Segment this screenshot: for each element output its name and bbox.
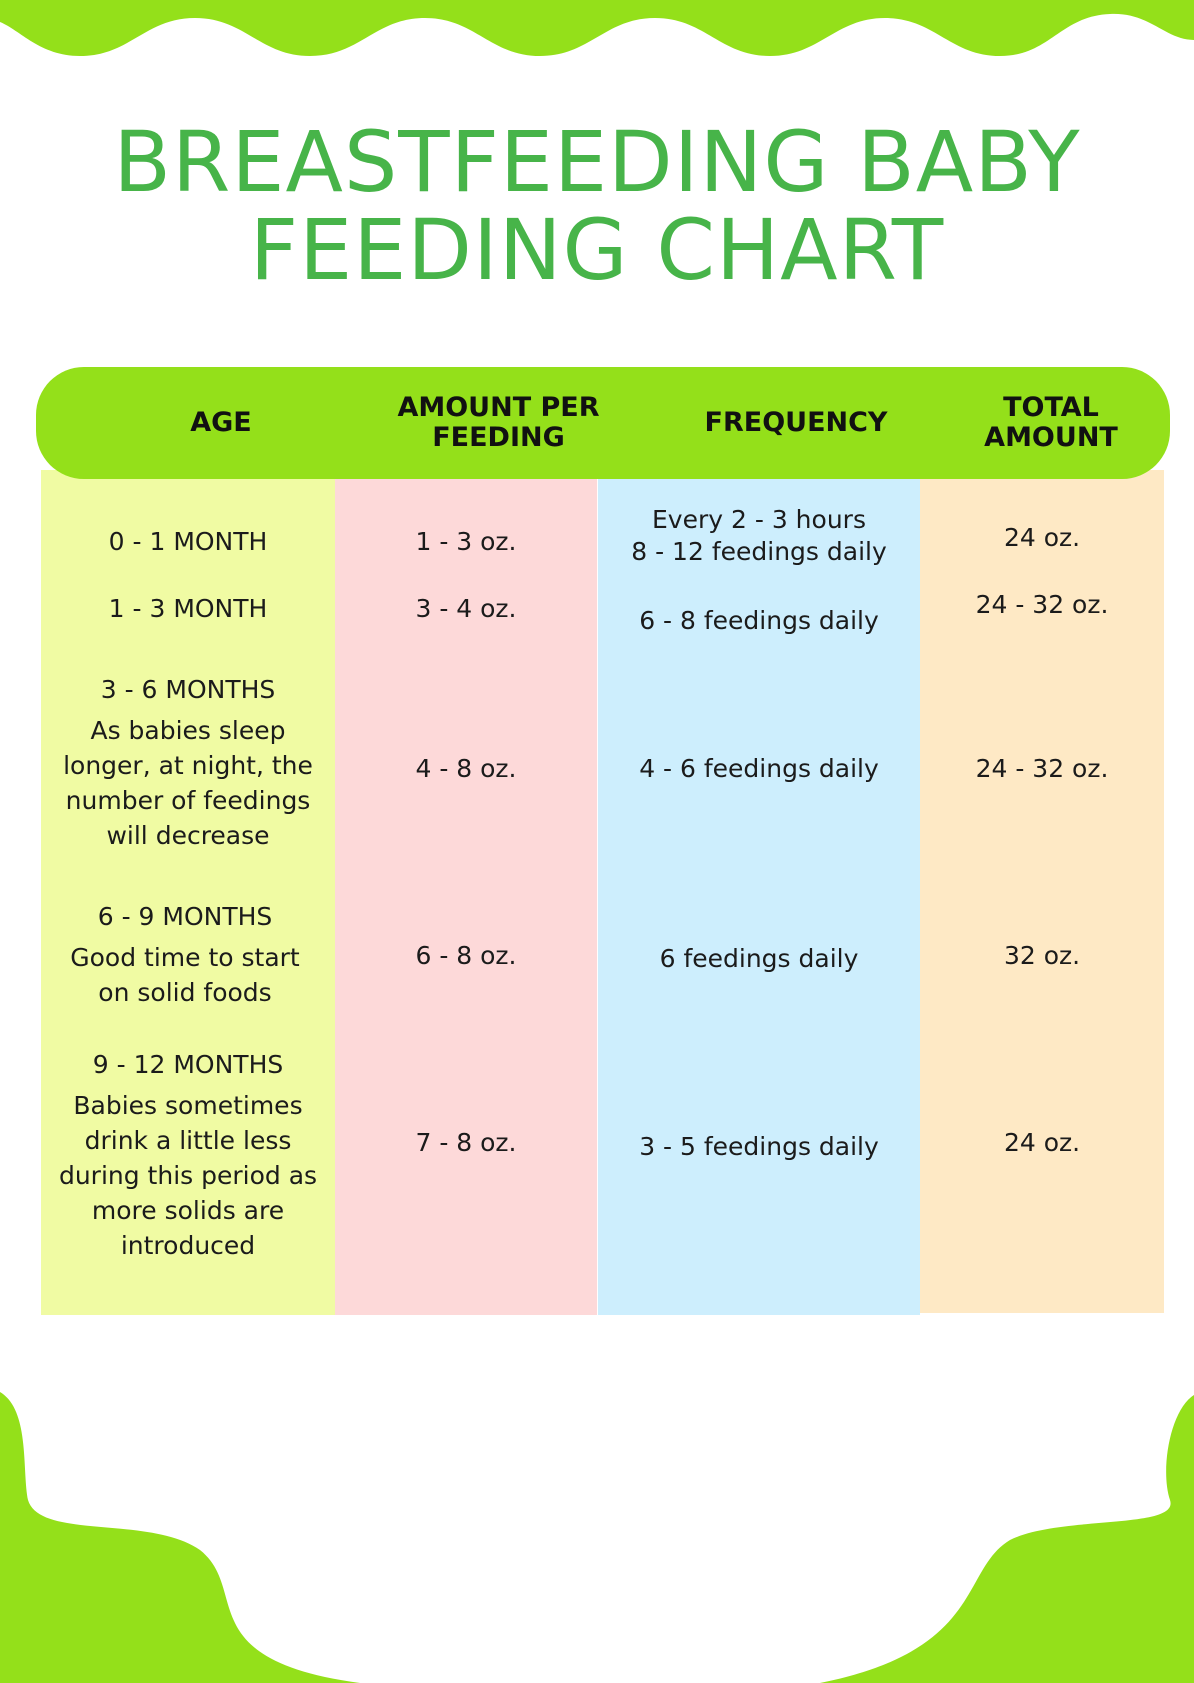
row-4-age: 6 - 9 MONTHS Good time to start on solid… [55,899,315,1010]
row-5-note: Babies sometimes drink a little less dur… [58,1091,318,1260]
row-1-amount: 1 - 3 oz. [415,527,517,556]
row-1-total: 24 oz. [1003,523,1081,552]
row-5-total: 24 oz. [1003,1128,1081,1157]
header-total: TOTAL AMOUNT [931,367,1171,479]
row-3-amount: 4 - 8 oz. [415,754,517,783]
row-1-age: 0 - 1 MONTH [108,527,268,556]
row-3-total: 24 - 32 oz. [975,754,1109,783]
header-amount: AMOUNT PER FEEDING [336,367,661,479]
row-3-frequency: 4 - 6 feedings daily [639,754,879,783]
row-2-frequency: 6 - 8 feedings daily [639,606,879,635]
page-title: BREASTFEEDING BABY FEEDING CHART [0,118,1194,294]
row-4-total: 32 oz. [1003,941,1081,970]
row-4-amount: 6 - 8 oz. [415,941,517,970]
row-4-frequency: 6 feedings daily [659,944,859,973]
page-title-line-2: FEEDING CHART [249,201,945,299]
header-total-label: TOTAL AMOUNT [984,392,1118,453]
amount-column-background [335,470,597,1315]
frequency-column-background [598,470,920,1315]
row-3-age: 3 - 6 MONTHS As babies sleep longer, at … [50,672,326,853]
total-column-background [920,470,1164,1313]
row-5-amount: 7 - 8 oz. [415,1128,517,1157]
top-wave-decoration [0,0,1194,56]
header-age-label: AGE [190,407,252,438]
row-5-frequency: 3 - 5 feedings daily [639,1132,879,1161]
header-amount-label: AMOUNT PER FEEDING [397,392,600,453]
page-title-line-1: BREASTFEEDING BABY [113,113,1081,211]
row-2-age: 1 - 3 MONTH [108,594,268,623]
table-header: AGE AMOUNT PER FEEDING FREQUENCY TOTAL AMO… [36,367,1170,479]
row-2-total: 24 - 32 oz. [975,590,1109,619]
row-3-note: As babies sleep longer, at night, the nu… [63,716,313,850]
row-1-frequency: Every 2 - 3 hours 8 - 12 feedings daily [631,505,887,566]
header-age: AGE [76,367,366,479]
header-frequency: FREQUENCY [636,367,956,479]
row-2-amount: 3 - 4 oz. [415,594,517,623]
header-frequency-label: FREQUENCY [704,407,888,438]
age-column-background [41,470,335,1315]
row-5-age: 9 - 12 MONTHS Babies sometimes drink a l… [52,1047,324,1263]
row-4-note: Good time to start on solid foods [70,943,300,1007]
